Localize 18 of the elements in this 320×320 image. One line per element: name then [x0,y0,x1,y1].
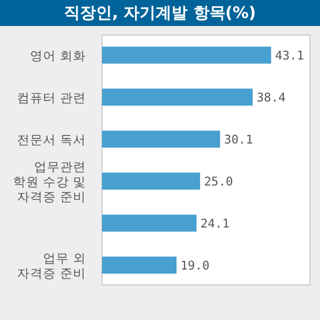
data-label: 38.4 [256,90,286,104]
bar [102,214,197,232]
data-label: 30.1 [224,132,254,146]
bar [102,46,272,64]
data-label: 19.0 [180,258,210,272]
chart-title: 직장인, 자기계발 항목(%) [0,0,320,26]
bar [102,88,253,106]
bar [102,256,177,274]
y-tick-label: 영어 회화 [30,48,86,62]
y-tick-label: 업무관련 학원 수강 및 자격증 준비 [13,158,86,204]
data-label: 25.0 [204,174,233,188]
y-tick-label: 전문서 독서 [17,132,86,146]
bar [102,172,200,190]
data-label: 24.1 [200,216,230,230]
data-label: 43.1 [275,48,304,62]
y-tick-label: 업무 외 자격증 준비 [17,250,86,280]
bar [102,130,220,148]
y-tick-label: 컴퓨터 관련 [17,90,86,104]
